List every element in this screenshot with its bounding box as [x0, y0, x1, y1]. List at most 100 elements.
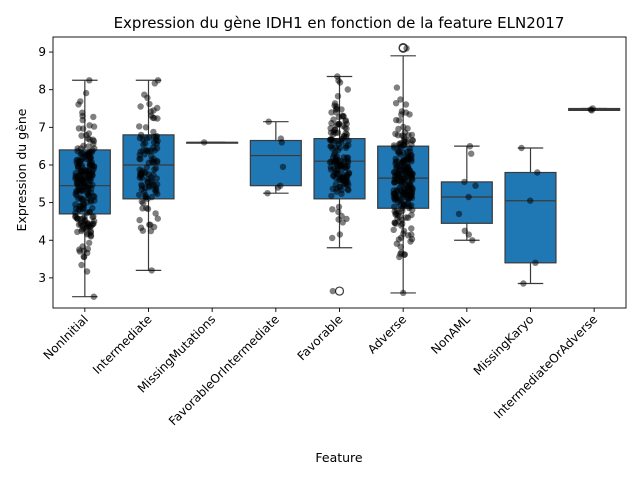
data-point — [393, 175, 400, 182]
iqr-box — [249, 139, 302, 187]
data-point — [277, 182, 284, 189]
data-point — [392, 192, 400, 200]
data-point — [404, 152, 412, 159]
data-point — [344, 162, 351, 170]
data-point — [400, 202, 408, 209]
data-point — [404, 188, 411, 195]
data-point — [333, 109, 340, 116]
data-point — [76, 246, 83, 253]
data-point — [144, 178, 151, 186]
data-point — [394, 147, 401, 154]
data-point — [80, 175, 87, 182]
data-point — [329, 287, 336, 295]
data-point — [86, 208, 94, 216]
data-point — [86, 77, 93, 84]
data-point — [589, 105, 596, 112]
y-tick-label: 3 — [38, 271, 46, 285]
data-point — [140, 141, 147, 148]
data-point — [154, 215, 161, 222]
data-point — [88, 149, 96, 156]
data-point — [390, 226, 397, 233]
data-point — [136, 123, 143, 130]
data-point — [408, 211, 415, 219]
data-point — [527, 197, 534, 204]
data-point — [335, 77, 342, 84]
y-tick-label: 7 — [38, 120, 46, 134]
data-point — [152, 210, 159, 217]
x-tick-label: IntermediateOrAdverse — [491, 312, 600, 421]
y-tick-label: 9 — [38, 45, 46, 59]
data-point — [78, 187, 86, 195]
data-point — [468, 150, 475, 157]
data-point — [142, 194, 149, 201]
data-point — [136, 216, 143, 224]
outlier-point — [334, 286, 345, 296]
x-tick-label: MissingKaryo — [471, 312, 537, 378]
data-point — [329, 206, 336, 213]
data-point — [400, 133, 408, 140]
data-point — [396, 213, 403, 220]
data-point — [72, 201, 79, 208]
data-point — [137, 155, 144, 163]
data-point — [77, 220, 84, 228]
data-point — [328, 119, 335, 127]
data-point — [332, 144, 339, 151]
data-point — [137, 173, 144, 180]
data-point — [461, 178, 468, 186]
data-point — [392, 130, 399, 137]
data-point — [401, 168, 408, 175]
data-point — [518, 144, 525, 152]
data-point — [89, 213, 96, 221]
data-point — [338, 106, 345, 113]
data-point — [137, 103, 144, 110]
data-point — [152, 189, 159, 196]
data-point — [532, 259, 539, 266]
data-point — [137, 224, 145, 231]
data-point — [151, 166, 158, 173]
data-point — [406, 111, 413, 118]
data-point — [461, 227, 468, 234]
data-point — [78, 261, 85, 269]
data-point — [398, 196, 405, 203]
data-point — [136, 191, 143, 198]
data-point — [334, 93, 342, 100]
data-point — [401, 251, 408, 258]
data-point — [408, 225, 415, 232]
data-point — [333, 158, 340, 165]
data-point — [331, 102, 338, 109]
data-point — [342, 142, 350, 150]
box-MissingMutations — [186, 141, 239, 144]
data-point — [339, 112, 346, 120]
data-point — [393, 186, 401, 194]
data-point — [395, 125, 402, 133]
data-point — [397, 96, 404, 103]
data-point — [342, 117, 349, 124]
data-point — [82, 89, 90, 97]
data-point — [151, 80, 158, 87]
y-tick-label: 4 — [38, 233, 46, 247]
data-point — [154, 115, 161, 122]
data-point — [327, 143, 334, 150]
data-point — [86, 239, 93, 247]
data-point — [339, 219, 346, 226]
data-point — [391, 208, 398, 215]
data-point — [148, 157, 155, 164]
data-point — [337, 162, 344, 169]
data-point — [85, 130, 93, 137]
data-point — [80, 253, 88, 260]
data-point — [79, 215, 87, 222]
data-point — [84, 199, 91, 206]
data-point — [465, 193, 472, 201]
data-point — [338, 174, 345, 181]
data-point — [147, 221, 154, 228]
data-point — [138, 167, 146, 174]
data-point — [400, 123, 407, 131]
data-point — [404, 163, 412, 170]
data-point — [455, 210, 463, 218]
data-point — [91, 197, 98, 204]
data-point — [332, 129, 339, 136]
data-point — [144, 205, 152, 213]
data-point — [534, 169, 541, 176]
data-point — [150, 128, 157, 136]
data-point — [90, 113, 97, 121]
